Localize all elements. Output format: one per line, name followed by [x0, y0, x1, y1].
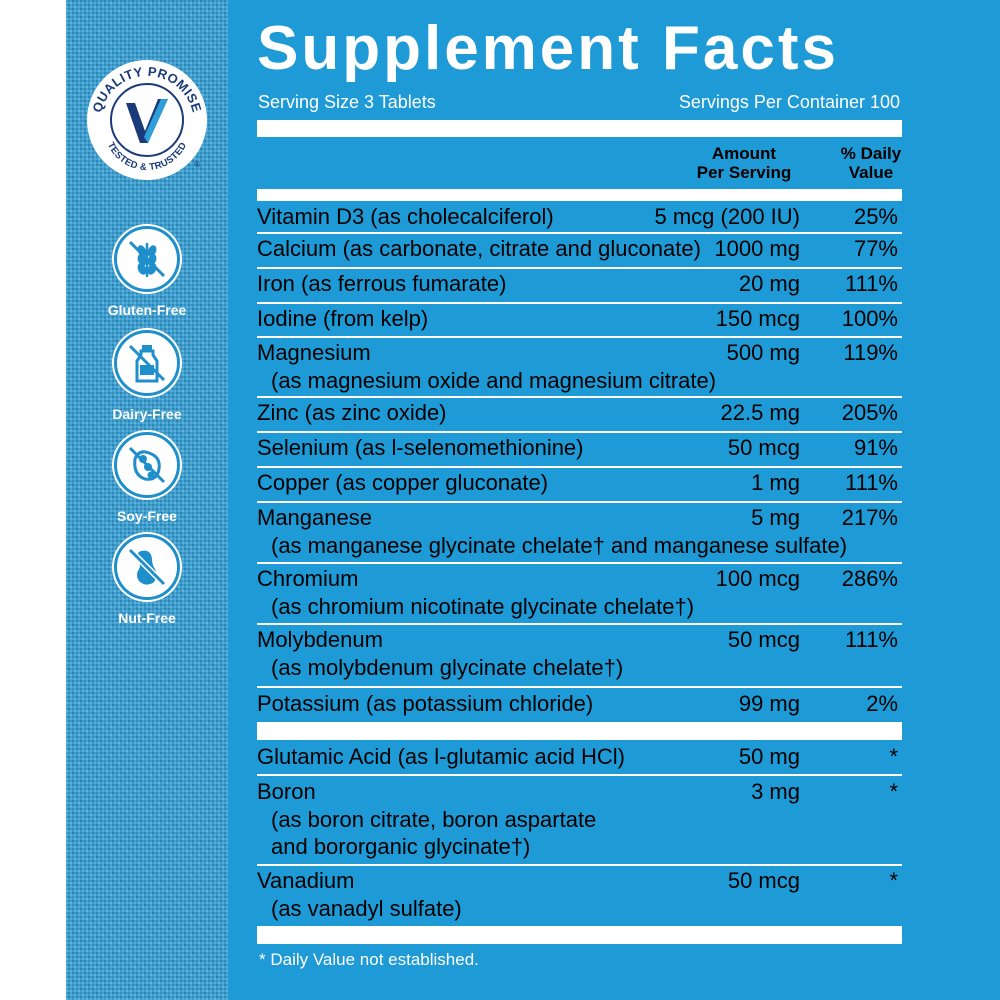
amount-per-serving: 1 mg [751, 470, 800, 495]
amount-per-serving: 3 mg [751, 779, 800, 804]
header-line: Amount [711, 144, 777, 163]
soybean-icon [128, 446, 166, 484]
divider-bar-header [257, 189, 902, 201]
daily-value: 119% [843, 340, 898, 365]
footnote: * Daily Value not established. [259, 950, 479, 969]
row-divider [257, 562, 902, 564]
nutrient-name: Glutamic Acid (as l-glutamic acid HCl) [257, 744, 625, 769]
daily-value: 286% [841, 566, 898, 591]
row-divider [257, 774, 902, 776]
daily-value: 2% [866, 691, 898, 716]
servings-per-container: Servings Per Container 100 [678, 92, 900, 112]
amount-per-serving: 5 mg [751, 505, 800, 530]
nutrient-source: (as manganese glycinate chelate† and man… [271, 533, 848, 558]
nutrient-name: Vanadium [257, 868, 355, 893]
nutrient-source: (as vanadyl sulfate) [271, 896, 462, 921]
soy-free-badge: Soy-Free [66, 432, 228, 524]
nutrient-name: Magnesium [257, 340, 371, 365]
row-divider [257, 302, 902, 304]
row-divider [257, 396, 902, 398]
header-line: % Daily [840, 144, 902, 163]
nutrient-name: Iron (as ferrous fumarate) [257, 271, 507, 296]
divider-bar-mid [257, 722, 902, 740]
row-divider [257, 686, 902, 688]
nutrient-name: Calcium (as carbonate, citrate and gluco… [257, 236, 701, 261]
nutrient-name: Iodine (from kelp) [257, 306, 429, 331]
wheat-icon [128, 240, 166, 278]
quality-promise-seal-icon: QUALITY PROMISE TESTED & TRUSTED ® [87, 60, 207, 180]
gluten-free-badge: Gluten-Free [66, 226, 228, 318]
badge-label: Soy-Free [117, 508, 177, 524]
nutrient-name: Manganese [257, 505, 372, 530]
row-divider [257, 232, 902, 234]
row-divider [257, 623, 902, 625]
row-divider [257, 267, 902, 269]
daily-value: 111% [844, 627, 898, 652]
amount-per-serving: 20 mg [738, 271, 800, 296]
amount-per-serving: 50 mcg [727, 627, 800, 652]
nutrient-source: (as molybdenum glycinate chelate†) [271, 655, 624, 680]
row-divider [257, 864, 902, 866]
serving-size: Serving Size 3 Tablets [258, 92, 436, 112]
nut-free-badge: Nut-Free [66, 534, 228, 626]
amount-per-serving: 99 mg [738, 691, 800, 716]
daily-value: * [889, 779, 898, 804]
page-title: Supplement Facts [257, 14, 839, 83]
amount-per-serving: 22.5 mg [720, 400, 801, 425]
nutrient-source: (as chromium nicotinate glycinate chelat… [271, 594, 695, 619]
amount-per-serving: 50 mcg [727, 868, 800, 893]
daily-value: * [889, 868, 898, 893]
nutrient-name: Copper (as copper gluconate) [257, 470, 549, 495]
nutrient-name: Potassium (as potassium chloride) [257, 691, 594, 716]
amount-per-serving: 150 mcg [715, 306, 800, 331]
amount-per-serving: 50 mg [738, 744, 800, 769]
badge-label: Dairy-Free [112, 406, 182, 422]
amount-per-serving: 1000 mg [714, 236, 800, 261]
daily-value: 111% [844, 470, 898, 495]
divider-bar-top [257, 120, 902, 137]
column-header-daily-value: % Daily Value [832, 144, 910, 182]
nutrient-source: and bororganic glycinate†) [271, 834, 531, 859]
row-divider [257, 466, 902, 468]
amount-per-serving: 50 mcg [727, 435, 800, 460]
row-divider [257, 501, 902, 503]
badge-label: Nut-Free [118, 610, 176, 626]
nutrient-source: (as magnesium oxide and magnesium citrat… [271, 368, 717, 393]
nutrient-name: Boron [257, 779, 316, 804]
peanut-icon [127, 547, 167, 587]
daily-value: 217% [841, 505, 898, 530]
column-header-amount: Amount Per Serving [680, 144, 808, 182]
nutrient-name: Vitamin D3 (as cholecalciferol) [257, 204, 554, 229]
nutrient-name: Selenium (as l-selenomethionine) [257, 435, 584, 460]
daily-value: * [889, 744, 898, 769]
badge-label: Gluten-Free [107, 302, 187, 318]
svg-text:®: ® [194, 160, 200, 169]
amount-per-serving: 500 mg [726, 340, 800, 365]
daily-value: 100% [841, 306, 898, 331]
daily-value: 77% [853, 236, 898, 261]
daily-value: 91% [853, 435, 898, 460]
header-line: Value [848, 163, 894, 182]
row-divider [257, 336, 902, 338]
amount-per-serving: 5 mcg (200 IU) [654, 204, 801, 229]
nutrient-name: Chromium [257, 566, 359, 591]
nutrient-name: Molybdenum [257, 627, 383, 652]
dairy-free-badge: Dairy-Free [66, 330, 228, 422]
divider-bar-bottom [257, 926, 902, 944]
nutrient-source: (as boron citrate, boron aspartate [271, 807, 597, 832]
header-line: Per Serving [696, 163, 792, 182]
row-divider [257, 431, 902, 433]
daily-value: 111% [844, 271, 898, 296]
milk-bottle-icon [128, 344, 166, 383]
amount-per-serving: 100 mcg [715, 566, 800, 591]
daily-value: 205% [841, 400, 898, 425]
nutrient-name: Zinc (as zinc oxide) [257, 400, 447, 425]
daily-value: 25% [853, 204, 898, 229]
